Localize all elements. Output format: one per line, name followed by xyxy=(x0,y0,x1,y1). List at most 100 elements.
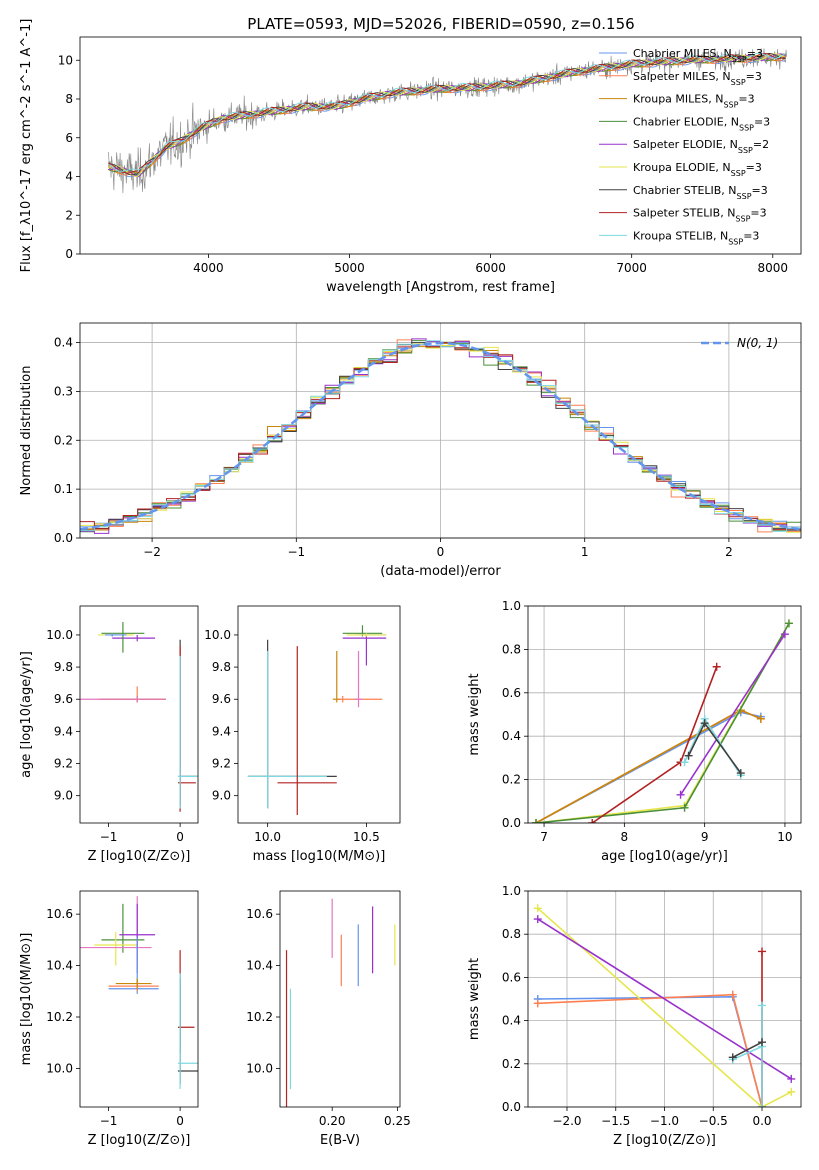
x-tick-label: −2.0 xyxy=(552,1114,581,1128)
x-tick-label: 0.20 xyxy=(319,1114,346,1128)
y-tick-label: 9.0 xyxy=(212,789,231,803)
errorbar-point xyxy=(101,622,145,653)
plot-area-residuals xyxy=(80,338,801,534)
y-tick-label: 0.6 xyxy=(502,970,521,984)
panel-residuals: −2 −1 0 1 2 0.0 0.1 0.2 0.3 0.4 (data-model)/error… xyxy=(19,322,802,579)
axes-frame xyxy=(79,36,802,255)
legend-label: Kroupa ELODIE, NSSP=3 xyxy=(633,161,762,178)
model-line-2 xyxy=(107,54,786,174)
legend-entry: Kroupa ELODIE, NSSP=3 xyxy=(599,161,762,178)
x-tick-label: 10 xyxy=(777,830,792,844)
x-tick-label: 10.5 xyxy=(353,830,380,844)
weight-marker xyxy=(684,751,693,760)
legend-label: Salpeter MILES, NSSP=3 xyxy=(633,70,762,87)
y-axis-label: Normed distribution xyxy=(19,366,34,496)
y-tick-label: 0 xyxy=(65,247,73,261)
y-tick-label: 10.6 xyxy=(246,907,273,921)
legend-label: Kroupa STELIB, NSSP=3 xyxy=(633,229,759,246)
y-tick-label: 9.8 xyxy=(54,660,73,674)
legend-label: Salpeter STELIB, NSSP=3 xyxy=(633,207,767,224)
y-tick-label: 10 xyxy=(58,53,73,67)
x-axis-label: Z [log10(Z/Z⊙)] xyxy=(88,849,191,864)
weight-marker xyxy=(588,819,597,823)
weight-marker xyxy=(533,999,542,1008)
errorbar-point xyxy=(342,634,387,666)
weight-marker xyxy=(728,1053,737,1062)
y-tick-label: 8 xyxy=(65,92,73,106)
weight-line-5 xyxy=(732,1005,763,1107)
weight-marker xyxy=(780,630,789,639)
weight-marker xyxy=(758,1103,766,1107)
y-tick-label: 10.0 xyxy=(46,628,73,642)
weight-line-0 xyxy=(537,995,763,1107)
x-tick-label: 1 xyxy=(581,545,589,559)
plot-area-mass-weight-vs-age xyxy=(532,619,793,823)
x-tick-label: 8000 xyxy=(758,261,789,275)
x-tick-label: 0 xyxy=(176,1114,184,1128)
y-tick-label: 1.0 xyxy=(502,599,521,613)
x-tick-label: −1 xyxy=(287,545,305,559)
model-line-7 xyxy=(108,52,786,174)
grid-residuals xyxy=(80,323,801,539)
x-axis-label: E(B-V) xyxy=(320,1133,360,1148)
weight-line-1 xyxy=(537,993,763,1107)
y-tick-label: 10.4 xyxy=(46,959,73,973)
x-tick-label: 7 xyxy=(540,830,548,844)
weight-line-5 xyxy=(679,633,786,796)
weight-marker xyxy=(533,915,542,924)
y-tick-label: 0.8 xyxy=(502,927,521,941)
axes-frame xyxy=(79,605,199,824)
y-tick-label: 9.2 xyxy=(54,757,73,771)
normal-curve xyxy=(80,341,801,531)
legend-entry: Kroupa MILES, NSSP=3 xyxy=(599,93,755,109)
y-tick-label: 0.0 xyxy=(502,816,521,830)
y-axis-label: age [log10(age/yr)] xyxy=(19,651,34,778)
axes-frame xyxy=(527,890,802,1108)
x-tick-label: −2 xyxy=(143,545,161,559)
y-tick-label: 2 xyxy=(65,208,73,222)
y-tick-label: 0.4 xyxy=(502,729,521,743)
plot-area-age-vs-Z xyxy=(80,622,198,812)
weight-marker xyxy=(787,1087,796,1096)
y-tick-label: 6 xyxy=(65,131,73,145)
x-tick-label: 0 xyxy=(437,545,445,559)
errorbar-point xyxy=(346,633,387,637)
axes-frame xyxy=(279,890,401,1108)
weight-line-0 xyxy=(535,711,762,823)
errorbar-point xyxy=(178,639,198,806)
x-tick-label: −1.5 xyxy=(601,1114,630,1128)
errorbar-point xyxy=(277,646,337,815)
weight-marker xyxy=(680,758,689,767)
y-tick-label: 9.6 xyxy=(212,692,231,706)
weight-marker xyxy=(784,619,793,628)
y-tick-label: 0.3 xyxy=(54,384,73,398)
y-tick-label: 0.8 xyxy=(502,642,521,656)
weight-marker xyxy=(728,990,737,999)
y-tick-label: 10.2 xyxy=(46,1010,73,1024)
legend-label: N(0, 1) xyxy=(737,336,778,350)
errorbar-point xyxy=(80,696,166,703)
model-line-5 xyxy=(108,53,786,177)
y-tick-label: 0.6 xyxy=(502,686,521,700)
legend-entry: Chabrier MILES, NSSP=3 xyxy=(599,47,763,64)
legend-label: Chabrier STELIB, NSSP=3 xyxy=(633,184,768,201)
weight-marker xyxy=(758,947,766,956)
legend-label: Chabrier MILES, NSSP=3 xyxy=(633,47,763,64)
y-tick-label: 9.0 xyxy=(54,789,73,803)
x-tick-label: 2 xyxy=(725,545,733,559)
y-tick-label: 9.6 xyxy=(54,692,73,706)
panel-age-vs-Z: −1 0 9.0 9.2 9.4 9.6 9.8 10.0 Z [log10(Z/Z⊙)] age… xyxy=(19,605,199,864)
plot-area-mass-weight-vs-Z xyxy=(533,904,796,1107)
y-tick-label: 9.2 xyxy=(212,757,231,771)
axes-frame xyxy=(79,890,199,1108)
weight-line-8 xyxy=(687,721,742,774)
y-tick-label: 10.0 xyxy=(46,1061,73,1075)
weight-marker xyxy=(756,714,765,723)
plot-area-mass-vs-Z xyxy=(80,896,198,1089)
y-tick-label: 10.2 xyxy=(246,1010,273,1024)
legend-entry: Salpeter STELIB, NSSP=3 xyxy=(599,207,767,224)
x-tick-label: 4000 xyxy=(193,261,224,275)
panel-mass-vs-EBV: 0.20 0.25 10.0 10.2 10.4 10.6 E(B-V) xyxy=(246,890,411,1148)
y-tick-label: 0.2 xyxy=(54,433,73,447)
